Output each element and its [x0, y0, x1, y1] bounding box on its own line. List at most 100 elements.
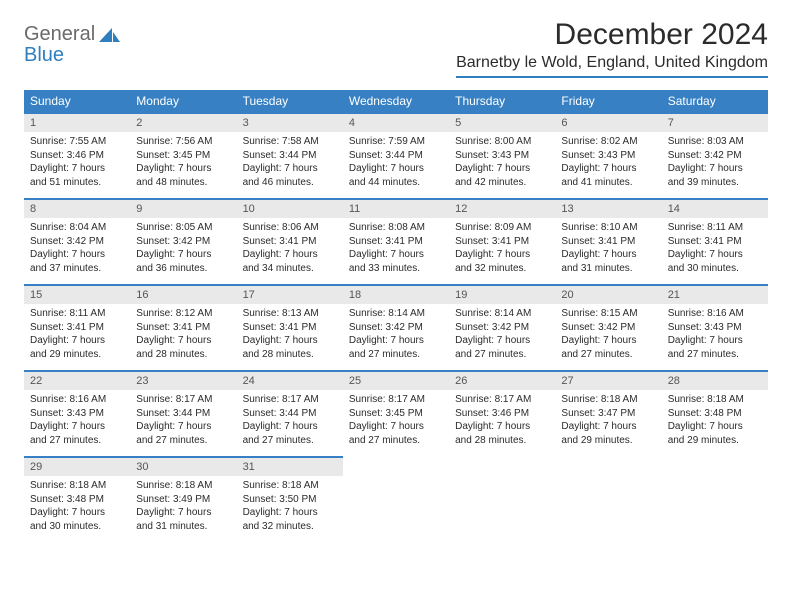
sunset-text: Sunset: 3:41 PM [30, 321, 124, 335]
sunrise-text: Sunrise: 8:08 AM [349, 221, 443, 235]
calendar-day-cell: 1 Sunrise: 7:55 AMSunset: 3:46 PMDaylight… [24, 113, 130, 199]
daylight-text-2: and 29 minutes. [561, 434, 655, 448]
calendar-day-cell: 15Sunrise: 8:11 AMSunset: 3:41 PMDayligh… [24, 285, 130, 371]
calendar-day-cell: 18Sunrise: 8:14 AMSunset: 3:42 PMDayligh… [343, 285, 449, 371]
sunrise-text: Sunrise: 8:05 AM [136, 221, 230, 235]
day-content: Sunrise: 8:14 AMSunset: 3:42 PMDaylight:… [449, 304, 555, 365]
day-content: Sunrise: 8:16 AMSunset: 3:43 PMDaylight:… [24, 390, 130, 451]
sunrise-text: Sunrise: 8:00 AM [455, 135, 549, 149]
sunset-text: Sunset: 3:42 PM [455, 321, 549, 335]
daylight-text-2: and 37 minutes. [30, 262, 124, 276]
sunset-text: Sunset: 3:50 PM [243, 493, 337, 507]
daylight-text-2: and 28 minutes. [455, 434, 549, 448]
header: General Blue December 2024 Barnetby le W… [24, 18, 768, 78]
logo-word2: Blue [24, 44, 64, 66]
daylight-text-1: Daylight: 7 hours [668, 162, 762, 176]
weekday-header: Sunday [24, 90, 130, 113]
day-content: Sunrise: 8:17 AMSunset: 3:44 PMDaylight:… [237, 390, 343, 451]
daylight-text-1: Daylight: 7 hours [136, 162, 230, 176]
day-content: Sunrise: 8:04 AMSunset: 3:42 PMDaylight:… [24, 218, 130, 279]
daylight-text-2: and 29 minutes. [30, 348, 124, 362]
sunrise-text: Sunrise: 8:09 AM [455, 221, 549, 235]
day-number: 6 [555, 114, 661, 132]
sunset-text: Sunset: 3:48 PM [30, 493, 124, 507]
sunset-text: Sunset: 3:46 PM [30, 149, 124, 163]
sunset-text: Sunset: 3:43 PM [30, 407, 124, 421]
day-number: 4 [343, 114, 449, 132]
calendar-day-cell: 28Sunrise: 8:18 AMSunset: 3:48 PMDayligh… [662, 371, 768, 457]
calendar-day-cell: 29Sunrise: 8:18 AMSunset: 3:48 PMDayligh… [24, 457, 130, 543]
day-content: Sunrise: 8:14 AMSunset: 3:42 PMDaylight:… [343, 304, 449, 365]
calendar-day-cell: 6Sunrise: 8:02 AMSunset: 3:43 PMDaylight… [555, 113, 661, 199]
sunrise-text: Sunrise: 7:55 AM [30, 135, 124, 149]
sunrise-text: Sunrise: 8:17 AM [136, 393, 230, 407]
daylight-text-1: Daylight: 7 hours [561, 162, 655, 176]
sunrise-text: Sunrise: 8:02 AM [561, 135, 655, 149]
calendar-day-cell [449, 457, 555, 543]
daylight-text-1: Daylight: 7 hours [30, 248, 124, 262]
day-number: 19 [449, 286, 555, 304]
calendar-day-cell: 14Sunrise: 8:11 AMSunset: 3:41 PMDayligh… [662, 199, 768, 285]
calendar-day-cell: 26Sunrise: 8:17 AMSunset: 3:46 PMDayligh… [449, 371, 555, 457]
day-content: Sunrise: 8:15 AMSunset: 3:42 PMDaylight:… [555, 304, 661, 365]
calendar-day-cell: 9Sunrise: 8:05 AMSunset: 3:42 PMDaylight… [130, 199, 236, 285]
daylight-text-1: Daylight: 7 hours [561, 248, 655, 262]
day-content: Sunrise: 8:17 AMSunset: 3:45 PMDaylight:… [343, 390, 449, 451]
daylight-text-2: and 27 minutes. [349, 348, 443, 362]
daylight-text-2: and 39 minutes. [668, 176, 762, 190]
calendar-day-cell: 3Sunrise: 7:58 AMSunset: 3:44 PMDaylight… [237, 113, 343, 199]
logo-sail-icon [99, 26, 121, 51]
calendar-day-cell: 2Sunrise: 7:56 AMSunset: 3:45 PMDaylight… [130, 113, 236, 199]
sunrise-text: Sunrise: 7:59 AM [349, 135, 443, 149]
day-content: Sunrise: 8:18 AMSunset: 3:48 PMDaylight:… [662, 390, 768, 451]
daylight-text-1: Daylight: 7 hours [136, 420, 230, 434]
day-content: Sunrise: 8:10 AMSunset: 3:41 PMDaylight:… [555, 218, 661, 279]
daylight-text-1: Daylight: 7 hours [349, 162, 443, 176]
calendar-day-cell [343, 457, 449, 543]
daylight-text-2: and 27 minutes. [30, 434, 124, 448]
weekday-header: Wednesday [343, 90, 449, 113]
daylight-text-2: and 31 minutes. [136, 520, 230, 534]
sunrise-text: Sunrise: 8:17 AM [349, 393, 443, 407]
sunrise-text: Sunrise: 8:11 AM [30, 307, 124, 321]
sunrise-text: Sunrise: 8:14 AM [349, 307, 443, 321]
day-content: Sunrise: 8:02 AMSunset: 3:43 PMDaylight:… [555, 132, 661, 193]
daylight-text-2: and 27 minutes. [243, 434, 337, 448]
logo-word1: General [24, 23, 95, 45]
calendar-day-cell: 11Sunrise: 8:08 AMSunset: 3:41 PMDayligh… [343, 199, 449, 285]
daylight-text-1: Daylight: 7 hours [30, 162, 124, 176]
sunrise-text: Sunrise: 8:03 AM [668, 135, 762, 149]
daylight-text-1: Daylight: 7 hours [243, 420, 337, 434]
calendar-week-row: 1Sunrise: 7:55 AMSunset: 3:46 PMDaylight… [24, 113, 768, 199]
daylight-text-2: and 46 minutes. [243, 176, 337, 190]
daylight-text-2: and 27 minutes. [668, 348, 762, 362]
daylight-text-2: and 33 minutes. [349, 262, 443, 276]
sunset-text: Sunset: 3:41 PM [349, 235, 443, 249]
day-number: 12 [449, 200, 555, 218]
day-number: 1 [24, 114, 130, 132]
calendar-day-cell: 20Sunrise: 8:15 AMSunset: 3:42 PMDayligh… [555, 285, 661, 371]
day-number: 25 [343, 372, 449, 390]
calendar-day-cell: 17Sunrise: 8:13 AMSunset: 3:41 PMDayligh… [237, 285, 343, 371]
day-content: Sunrise: 8:08 AMSunset: 3:41 PMDaylight:… [343, 218, 449, 279]
day-number: 3 [237, 114, 343, 132]
sunrise-text: Sunrise: 8:18 AM [668, 393, 762, 407]
calendar-day-cell: 13Sunrise: 8:10 AMSunset: 3:41 PMDayligh… [555, 199, 661, 285]
weekday-header-row: Sunday Monday Tuesday Wednesday Thursday… [24, 90, 768, 113]
day-content: Sunrise: 8:17 AMSunset: 3:46 PMDaylight:… [449, 390, 555, 451]
day-content: Sunrise: 8:03 AMSunset: 3:42 PMDaylight:… [662, 132, 768, 193]
daylight-text-2: and 42 minutes. [455, 176, 549, 190]
daylight-text-2: and 48 minutes. [136, 176, 230, 190]
day-number: 14 [662, 200, 768, 218]
sunrise-text: Sunrise: 8:10 AM [561, 221, 655, 235]
daylight-text-1: Daylight: 7 hours [455, 420, 549, 434]
day-number: 2 [130, 114, 236, 132]
day-number: 8 [24, 200, 130, 218]
weekday-header: Thursday [449, 90, 555, 113]
sunrise-text: Sunrise: 8:13 AM [243, 307, 337, 321]
day-content: Sunrise: 8:13 AMSunset: 3:41 PMDaylight:… [237, 304, 343, 365]
sunrise-text: Sunrise: 8:06 AM [243, 221, 337, 235]
sunrise-text: Sunrise: 8:16 AM [668, 307, 762, 321]
sunrise-text: Sunrise: 8:17 AM [243, 393, 337, 407]
sunrise-text: Sunrise: 8:12 AM [136, 307, 230, 321]
